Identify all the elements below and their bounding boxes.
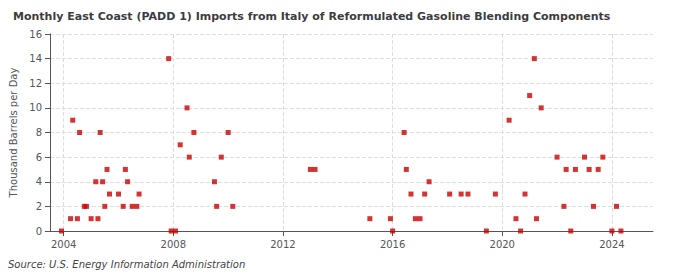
svg-text:12: 12 xyxy=(29,78,42,89)
svg-text:14: 14 xyxy=(29,53,42,64)
svg-text:2004: 2004 xyxy=(51,239,76,250)
svg-text:16: 16 xyxy=(29,29,42,40)
svg-text:10: 10 xyxy=(29,102,42,113)
svg-text:2020: 2020 xyxy=(490,239,515,250)
svg-text:2008: 2008 xyxy=(161,239,186,250)
svg-text:8: 8 xyxy=(36,127,42,138)
svg-text:2012: 2012 xyxy=(270,239,295,250)
svg-text:2024: 2024 xyxy=(599,239,624,250)
svg-text:4: 4 xyxy=(36,176,42,187)
svg-text:0: 0 xyxy=(36,226,42,237)
svg-text:Thousand Barrels per Day: Thousand Barrels per Day xyxy=(8,68,19,199)
svg-text:2016: 2016 xyxy=(380,239,405,250)
svg-text:Monthly East Coast (PADD 1) Im: Monthly East Coast (PADD 1) Imports from… xyxy=(13,10,611,23)
svg-text:6: 6 xyxy=(36,152,42,163)
svg-text:Source: U.S. Energy Informatio: Source: U.S. Energy Information Administ… xyxy=(8,259,245,270)
svg-text:2: 2 xyxy=(36,201,42,212)
